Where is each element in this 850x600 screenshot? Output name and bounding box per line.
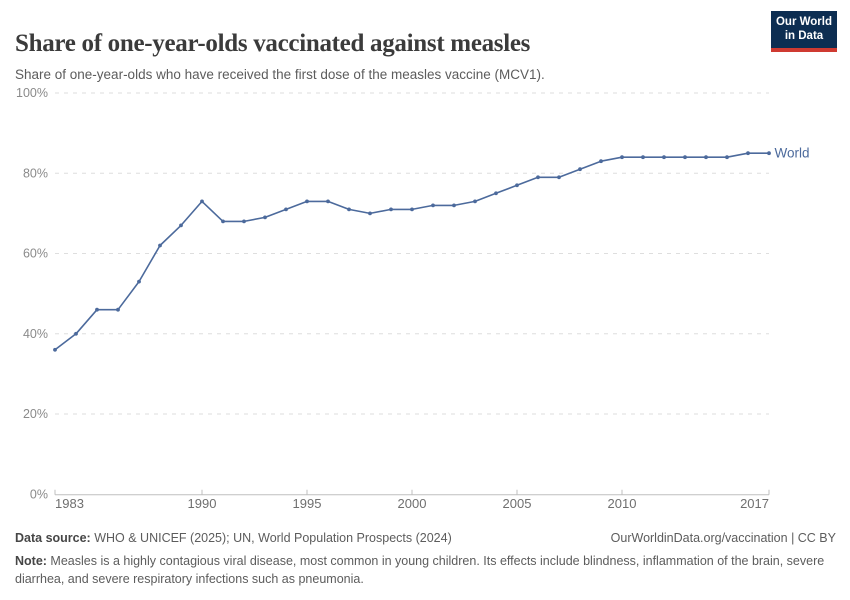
license-link[interactable]: OurWorldinData.org/vaccination | CC BY	[610, 531, 836, 545]
data-point-1994[interactable]	[284, 207, 288, 212]
data-point-1985[interactable]	[95, 307, 99, 312]
data-point-2008[interactable]	[578, 167, 582, 172]
data-point-1997[interactable]	[347, 207, 351, 212]
y-tick-label-60: 60%	[23, 247, 48, 261]
data-point-1990[interactable]	[200, 199, 204, 204]
owid-logo-line1: Our World	[775, 16, 832, 28]
data-point-2007[interactable]	[557, 175, 561, 180]
data-point-1991[interactable]	[221, 219, 225, 224]
data-source-label: Data source:	[15, 531, 91, 545]
chart-subtitle: Share of one-year-olds who have received…	[15, 66, 545, 82]
data-point-2011[interactable]	[641, 155, 645, 160]
note-text: Measles is a highly contagious viral dis…	[15, 554, 825, 587]
data-point-2017[interactable]	[767, 151, 771, 156]
x-tick-label-1995: 1995	[293, 496, 322, 511]
owid-logo-line2: in Data	[784, 29, 824, 42]
data-point-2005[interactable]	[515, 183, 519, 188]
series-label-world[interactable]: World	[775, 145, 810, 160]
x-tick-label-2017: 2017	[740, 496, 769, 511]
data-point-2010[interactable]	[620, 155, 624, 160]
data-point-1984[interactable]	[74, 331, 78, 336]
data-point-1989[interactable]	[179, 223, 183, 228]
data-point-1987[interactable]	[137, 279, 141, 284]
data-point-1993[interactable]	[263, 215, 267, 220]
y-tick-label-100: 100%	[16, 86, 48, 100]
data-source: Data source: WHO & UNICEF (2025); UN, Wo…	[15, 531, 452, 545]
x-tick-label-1990: 1990	[188, 496, 217, 511]
data-point-1983[interactable]	[53, 347, 57, 352]
data-point-2000[interactable]	[410, 207, 414, 212]
data-point-2002[interactable]	[452, 203, 456, 208]
owid-logo[interactable]: Our World in Data	[771, 11, 837, 52]
footer-note: Note: Measles is a highly contagious vir…	[15, 552, 843, 588]
y-tick-label-20: 20%	[23, 407, 48, 421]
note-label: Note:	[15, 554, 47, 568]
y-tick-label-40: 40%	[23, 327, 48, 341]
series-line-world[interactable]	[54, 152, 770, 351]
footer-source-row: Data source: WHO & UNICEF (2025); UN, Wo…	[15, 531, 836, 545]
data-point-2012[interactable]	[662, 155, 666, 160]
data-source-text: WHO & UNICEF (2025); UN, World Populatio…	[90, 531, 452, 545]
data-point-2006[interactable]	[536, 175, 540, 180]
data-point-1999[interactable]	[389, 207, 393, 212]
data-point-2001[interactable]	[431, 203, 435, 208]
data-point-2016[interactable]	[746, 151, 750, 156]
x-tick-label-2000: 2000	[398, 496, 427, 511]
y-tick-label-0: 0%	[30, 488, 48, 502]
line-chart[interactable]: 0% 20% 40% 60% 80% 100% 1983 1990 1995 2000 2005 20…	[0, 0, 850, 530]
data-point-1992[interactable]	[242, 219, 246, 224]
data-point-2015[interactable]	[725, 155, 729, 160]
y-tick-label-80: 80%	[23, 166, 48, 180]
x-tick-label-2010: 2010	[608, 496, 637, 511]
data-point-1996[interactable]	[326, 199, 330, 204]
data-point-1988[interactable]	[158, 243, 162, 248]
x-tick-label-1983: 1983	[55, 496, 84, 511]
data-point-2013[interactable]	[683, 155, 687, 160]
x-tick-label-2005: 2005	[503, 496, 532, 511]
page-title: Share of one-year-olds vaccinated agains…	[15, 29, 531, 57]
data-point-1986[interactable]	[116, 307, 120, 312]
data-point-1998[interactable]	[368, 211, 372, 216]
data-point-2009[interactable]	[599, 159, 603, 164]
data-point-2004[interactable]	[494, 191, 498, 196]
data-point-2014[interactable]	[704, 155, 708, 160]
data-point-1995[interactable]	[305, 199, 309, 204]
data-point-2003[interactable]	[473, 199, 477, 204]
